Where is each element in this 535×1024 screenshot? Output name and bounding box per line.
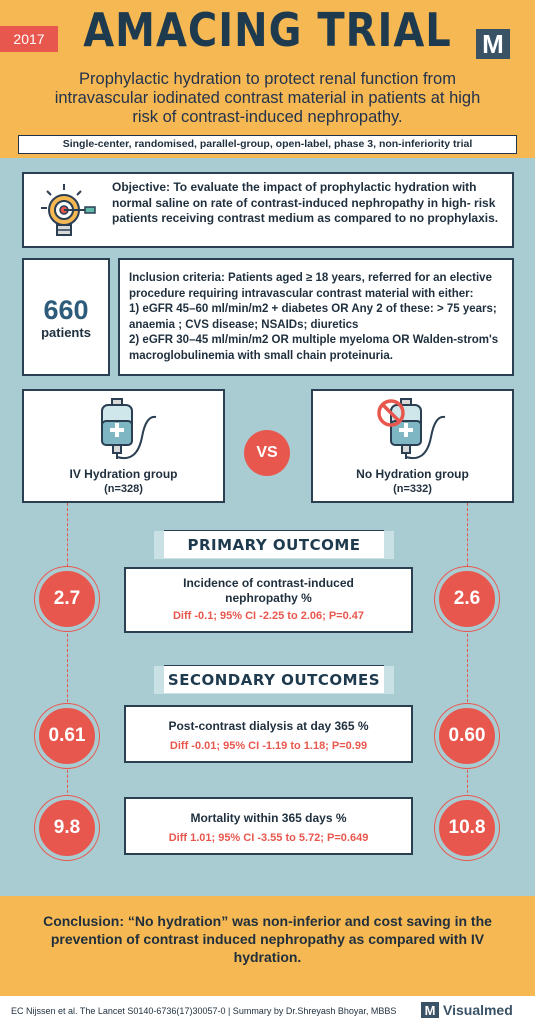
- left-group-n: (n=328): [104, 483, 143, 495]
- right-group-n: (n=332): [393, 483, 432, 495]
- dialysis-outcome-stat: Diff -0.01; 95% CI -1.19 to 1.18; P=0.99: [169, 740, 368, 752]
- no-hydration-group: No Hydration group (n=332): [311, 389, 514, 503]
- brand-name: Visualmed: [443, 1002, 513, 1018]
- year-badge: 2017: [0, 26, 58, 52]
- mortality-right-value: 10.8: [435, 796, 499, 860]
- dialysis-outcome-title: Post-contrast dialysis at day 365 %: [168, 719, 369, 733]
- primary-right-value: 2.6: [435, 567, 499, 631]
- secondary-outcomes-heading: SECONDARY OUTCOMES: [154, 665, 394, 694]
- patient-label: patients: [41, 324, 91, 340]
- footer-bar: [0, 996, 535, 1024]
- right-group-name: No Hydration group: [356, 467, 469, 481]
- conclusion-banner: [0, 896, 535, 996]
- page-subtitle: Prophylactic hydration to protect renal …: [54, 70, 481, 126]
- inclusion-line-3: 2) eGFR 30–45 ml/min/m2 OR multiple myel…: [129, 334, 499, 362]
- iv-hydration-group: IV Hydration group (n=328): [22, 389, 225, 503]
- patient-count: 660: [43, 294, 89, 325]
- primary-left-value: 2.7: [35, 567, 99, 631]
- inclusion-box: Inclusion criteria: Patients aged ≥ 18 y…: [118, 258, 514, 376]
- dialysis-right-value: 0.60: [435, 704, 499, 768]
- brand-logo-icon: M: [421, 1002, 439, 1018]
- inclusion-line-1: Inclusion criteria: Patients aged ≥ 18 y…: [129, 272, 492, 300]
- mortality-outcome-stat: Diff 1.01; 95% CI -3.55 to 5.72; P=0.649: [168, 832, 369, 844]
- patients-box: 660 patients: [22, 258, 110, 376]
- primary-outcome-stat: Diff -0.1; 95% CI -2.25 to 2.06; P=0.47: [172, 610, 365, 622]
- primary-outcome-title: Incidence of contrast-induced nephropath…: [183, 576, 354, 605]
- dialysis-outcome-box: Post-contrast dialysis at day 365 % Diff…: [124, 705, 413, 763]
- lightbulb-target-icon: [41, 184, 96, 236]
- mortality-outcome-box: Mortality within 365 days % Diff 1.01; 9…: [124, 797, 413, 855]
- vs-badge: VS: [244, 430, 290, 476]
- mortality-left-value: 9.8: [35, 796, 99, 860]
- mortality-outcome-title: Mortality within 365 days %: [190, 811, 347, 825]
- primary-outcome-box: Incidence of contrast-induced nephropath…: [124, 567, 413, 633]
- inclusion-text: Inclusion criteria: Patients aged ≥ 18 y…: [129, 271, 511, 364]
- iv-bag-icon: [101, 398, 157, 459]
- conclusion-text: Conclusion: “No hydration” was non-infer…: [43, 913, 492, 965]
- objective-box: Objective: To evaluate the impact of pro…: [22, 172, 514, 248]
- page-title: AMACING TRIAL: [83, 4, 452, 58]
- visualmed-logo: M: [476, 29, 510, 59]
- primary-outcome-heading: PRIMARY OUTCOME: [154, 530, 394, 559]
- inclusion-line-2: 1) eGFR 45–60 ml/min/m2 + diabetes OR An…: [129, 303, 497, 331]
- right-connector-line: [467, 503, 468, 813]
- left-group-name: IV Hydration group: [69, 467, 178, 481]
- header-banner: [0, 0, 535, 158]
- left-connector-line: [67, 503, 68, 813]
- dialysis-left-value: 0.61: [35, 704, 99, 768]
- citation: EC Nijssen et al. The Lancet S0140-6736(…: [11, 1006, 397, 1016]
- trial-design: Single-center, randomised, parallel-grou…: [18, 135, 517, 154]
- no-iv-bag-icon: [377, 398, 446, 459]
- objective-text: Objective: To evaluate the impact of pro…: [112, 180, 499, 225]
